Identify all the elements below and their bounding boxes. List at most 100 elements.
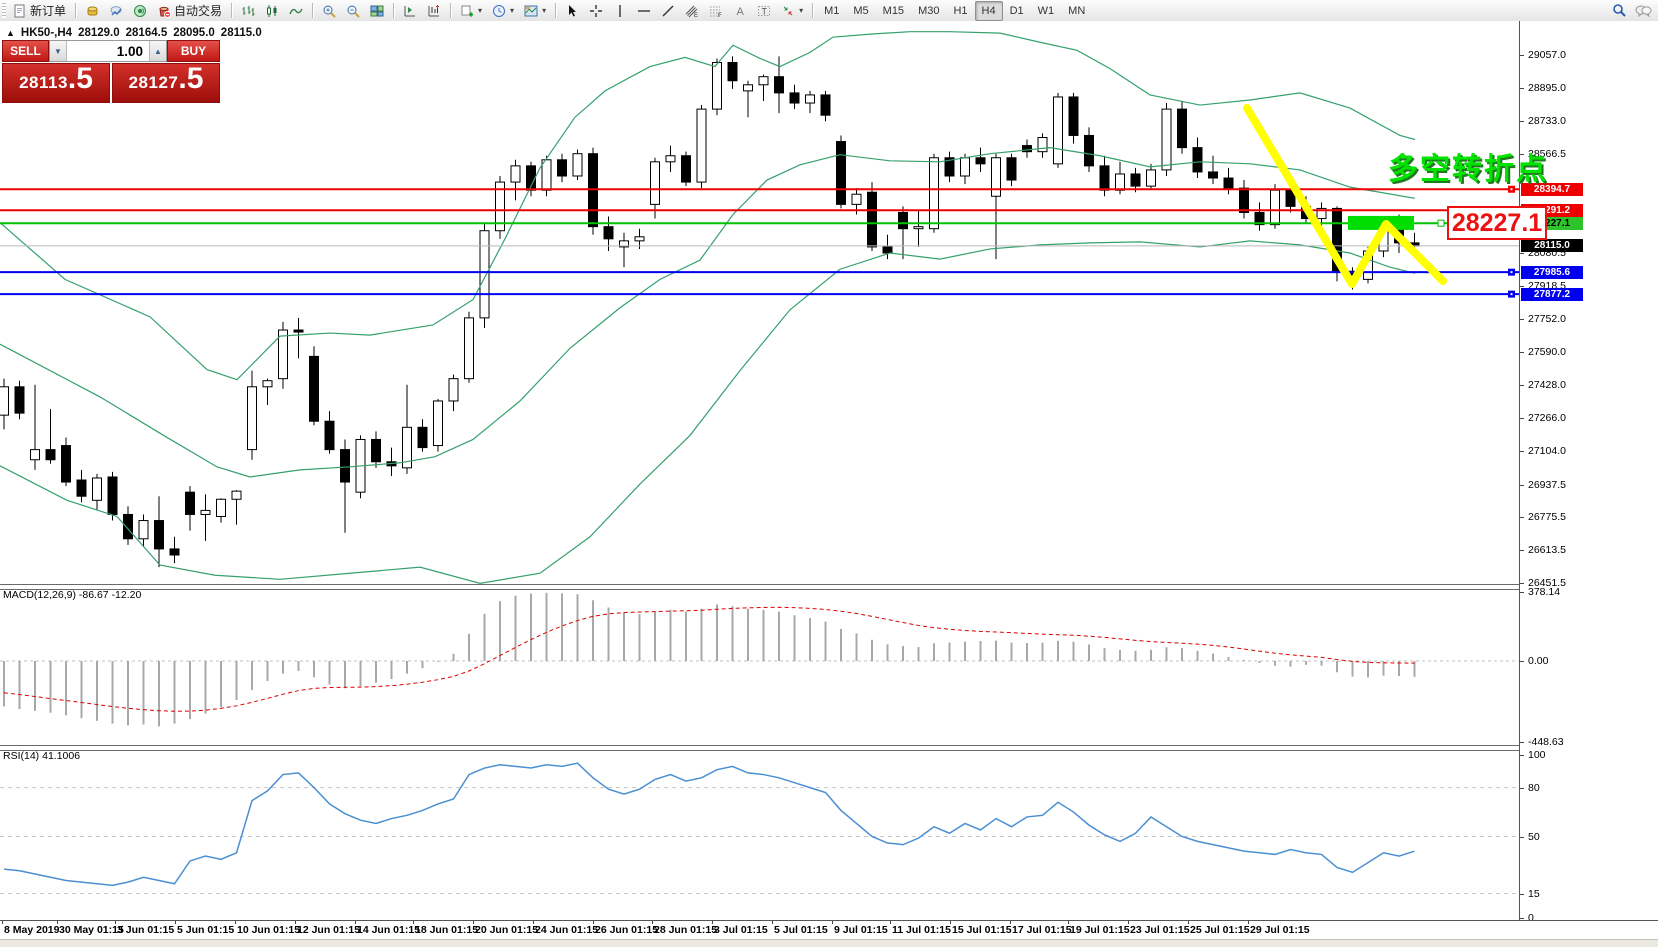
crosshair-button[interactable]	[584, 0, 608, 21]
timeframe-D1[interactable]: D1	[1009, 4, 1024, 17]
zoom-out-icon	[347, 5, 360, 18]
chart-window: 29057.0 28895.0 28733.0 28566.5 28080.5 27918…	[0, 21, 1658, 947]
rsi-scale-label: 15	[1528, 887, 1540, 900]
timeframe-M1[interactable]: M1	[824, 4, 840, 17]
text-label-icon: T	[758, 5, 771, 16]
volume-decrease-button[interactable]: ▼	[50, 41, 67, 61]
timeframe-M15[interactable]: M15	[882, 4, 905, 17]
yellow-trendline[interactable]	[1243, 104, 1447, 288]
trendline-tool-button[interactable]	[656, 0, 680, 21]
bollinger-upper[interactable]	[0, 31, 1416, 381]
macd-signal-line	[3, 606, 1415, 712]
macd-panel-canvas[interactable]	[0, 588, 1520, 745]
price-tick	[1520, 154, 1524, 156]
timeframe-W1[interactable]: W1	[1037, 4, 1055, 17]
turning-point-annotation[interactable]: 多空转折点	[1388, 153, 1548, 186]
separator	[393, 3, 395, 18]
profile-button[interactable]	[80, 0, 104, 21]
chat-icon[interactable]	[1635, 4, 1652, 18]
buy-button[interactable]: BUY	[167, 40, 220, 62]
signals-button[interactable]	[128, 0, 152, 21]
price-callout-box[interactable]: 28227.1	[1447, 206, 1547, 240]
candle-bear	[185, 491, 195, 515]
toolbar-grip[interactable]	[2, 3, 6, 18]
candle-bear	[1022, 145, 1032, 153]
macd-scale-label: 0.00	[1528, 655, 1549, 667]
sell-button[interactable]: SELL	[2, 40, 49, 62]
price-tick	[1520, 484, 1524, 486]
sell-price-box[interactable]: 28113 .5	[2, 63, 110, 103]
arrows-tool-button[interactable]: ▾	[776, 0, 808, 21]
candle-bear	[944, 157, 955, 177]
bollinger-lower[interactable]	[0, 240, 1416, 584]
green-zone-rect[interactable]	[1348, 215, 1414, 230]
time-tick	[1068, 921, 1069, 924]
candle-bear	[603, 226, 614, 240]
bar-chart-button[interactable]	[236, 0, 260, 21]
crosshair-icon	[590, 4, 603, 17]
time-label: 11 Jul 01:15	[892, 924, 951, 936]
zoom-out-button[interactable]	[341, 0, 365, 21]
time-label: 14 Jun 01:15	[357, 924, 421, 936]
timeframe-MN[interactable]: MN	[1068, 4, 1086, 17]
candle-bull	[1053, 96, 1063, 165]
time-label: 28 Jun 01:15	[654, 924, 718, 936]
candle-bear	[309, 355, 319, 422]
chart-shift-button[interactable]	[422, 0, 446, 21]
cursor-button[interactable]	[560, 0, 584, 21]
rsi-tick	[1520, 893, 1524, 895]
panel-separator[interactable]	[0, 584, 1520, 590]
trendline-icon	[662, 5, 674, 16]
autotrading-button[interactable]: 自动交易	[152, 0, 227, 21]
price-tick-label: 29057.0	[1528, 49, 1566, 61]
periods-button[interactable]: ▾	[487, 0, 519, 21]
candle-bear	[1177, 108, 1187, 149]
volume-increase-button[interactable]: ▲	[149, 41, 166, 61]
candle-bear	[417, 426, 428, 449]
label-tool-button[interactable]: T	[752, 0, 776, 21]
main-chart-canvas[interactable]	[0, 21, 1520, 584]
toolbar: 新订单 自动交易	[0, 0, 1658, 22]
timeframe-H1[interactable]: H1	[953, 4, 968, 17]
panel-separator[interactable]	[0, 745, 1520, 751]
auto-scroll-button[interactable]	[398, 0, 422, 21]
hline-tool-button[interactable]	[632, 0, 656, 21]
tile-windows-button[interactable]	[365, 0, 389, 21]
channel-tool-button[interactable]: E	[680, 0, 704, 21]
time-label: 17 Jul 01:15	[1012, 924, 1072, 936]
candle-bull	[1146, 169, 1156, 187]
time-axis[interactable]: 8 May 2019 30 May 01:15 3 Jun 01:15 5 Jun 0…	[0, 920, 1658, 940]
candle-bull	[402, 426, 412, 469]
price-tick-label: 28733.0	[1528, 114, 1566, 127]
indicators-button[interactable]: ▾	[455, 0, 487, 21]
templates-button[interactable]: ▾	[519, 0, 551, 21]
svg-text:E: E	[694, 13, 698, 18]
market-watch-button[interactable]	[104, 0, 128, 21]
vline-tool-button[interactable]	[608, 0, 632, 21]
new-order-button[interactable]: 新订单	[8, 0, 71, 21]
price-axis[interactable]: 29057.0 28895.0 28733.0 28566.5 28080.5 27918…	[1520, 21, 1658, 924]
rsi-panel-canvas[interactable]	[0, 749, 1520, 920]
timeframe-M5[interactable]: M5	[853, 4, 869, 17]
candle-bull	[913, 226, 924, 230]
volume-box: ▼ ▲	[49, 40, 167, 62]
candle-bear	[123, 513, 133, 540]
volume-input[interactable]	[67, 41, 149, 61]
text-tool-button[interactable]: A	[728, 0, 752, 21]
macd-tick	[1520, 742, 1524, 744]
profile-icon	[87, 6, 98, 15]
candle-bear	[1208, 171, 1218, 179]
zoom-in-button[interactable]	[317, 0, 341, 21]
bollinger-middle[interactable]	[0, 147, 1416, 478]
candle-chart-button[interactable]	[260, 0, 284, 21]
buy-price-box[interactable]: 28127 .5	[112, 63, 220, 103]
fibonacci-tool-button[interactable]: F	[704, 0, 728, 21]
candle-bull	[510, 165, 521, 183]
search-icon[interactable]	[1612, 3, 1627, 18]
candle-bull	[0, 386, 9, 416]
timeframe-M30[interactable]: M30	[918, 4, 940, 17]
line-chart-button[interactable]	[284, 0, 308, 21]
timeframe-H4[interactable]: H4	[974, 0, 1003, 21]
horizontal-line-icon	[638, 9, 651, 12]
candle-bear	[789, 92, 800, 104]
